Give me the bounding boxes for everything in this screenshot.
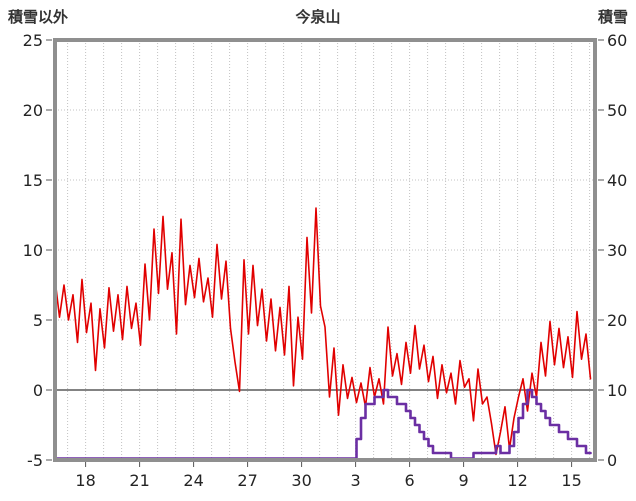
- left-tick-label: 10: [23, 241, 43, 260]
- left-tick-label: 25: [23, 31, 43, 50]
- x-tick-label: 18: [75, 471, 95, 490]
- x-tick-label: 6: [405, 471, 415, 490]
- x-tick-label: 15: [561, 471, 581, 490]
- x-tick-label: 12: [507, 471, 527, 490]
- temperature-line: [54, 207, 592, 456]
- left-axis-title: 積雪以外: [8, 8, 69, 26]
- plot-frame: [53, 38, 597, 462]
- x-tick-label: 30: [291, 471, 311, 490]
- x-tick-label: 21: [129, 471, 149, 490]
- left-tick-label: -5: [27, 451, 43, 470]
- right-tick-label: 30: [607, 241, 627, 260]
- x-tick-label: 24: [183, 471, 203, 490]
- right-axis-title: 積雪: [597, 8, 628, 26]
- right-tick-label: 40: [607, 171, 627, 190]
- left-tick-label: 20: [23, 101, 43, 120]
- right-tick-label: 20: [607, 311, 627, 330]
- chart-header: 積雪以外 今泉山 積雪: [0, 6, 636, 27]
- snow-depth-line: [53, 388, 592, 460]
- left-tick-label: 0: [33, 381, 43, 400]
- left-tick-label: 15: [23, 171, 43, 190]
- right-tick-label: 10: [607, 381, 627, 400]
- x-tick-label: 9: [459, 471, 469, 490]
- x-tick-label: 27: [237, 471, 257, 490]
- x-tick-label: 3: [351, 471, 361, 490]
- chart-title: 今泉山: [295, 8, 341, 26]
- right-tick-label: 50: [607, 101, 627, 120]
- left-tick-label: 5: [33, 311, 43, 330]
- right-tick-label: 0: [607, 451, 617, 470]
- right-tick-label: 60: [607, 31, 627, 50]
